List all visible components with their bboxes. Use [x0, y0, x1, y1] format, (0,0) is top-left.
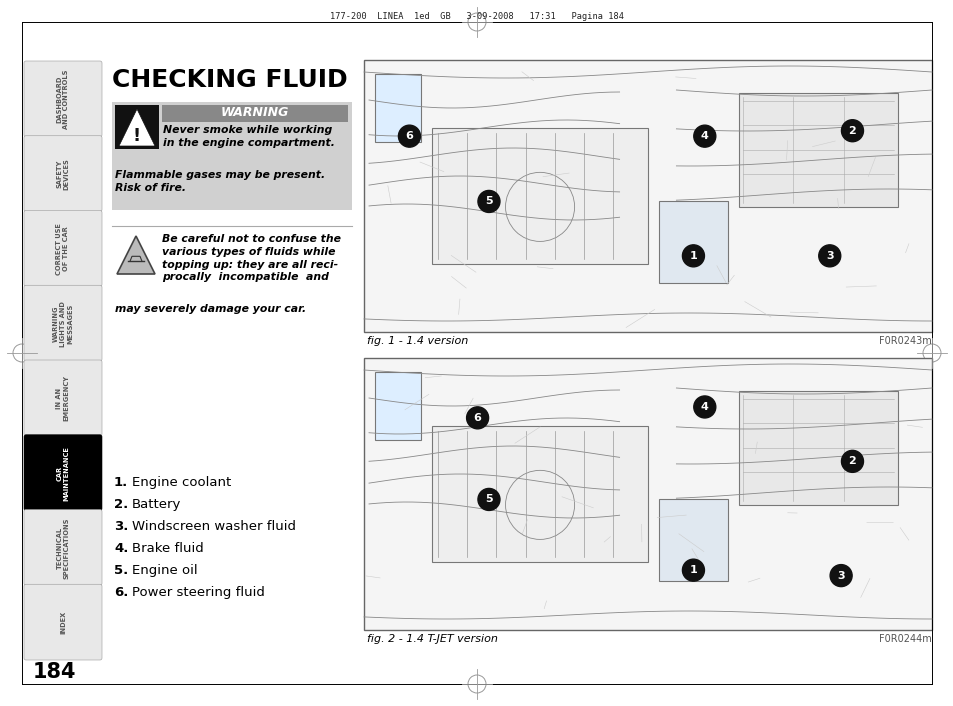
Text: 5: 5: [485, 196, 493, 206]
Circle shape: [693, 125, 715, 147]
Circle shape: [477, 191, 499, 213]
Circle shape: [841, 120, 862, 142]
Bar: [375, 73, 420, 142]
Text: may severely damage your car.: may severely damage your car.: [115, 304, 306, 314]
Text: IN AN
EMERGENCY: IN AN EMERGENCY: [56, 376, 70, 421]
FancyBboxPatch shape: [24, 285, 102, 361]
Text: 3: 3: [837, 570, 844, 580]
Bar: [375, 371, 420, 440]
Bar: [112, 102, 352, 210]
Text: !: !: [132, 127, 141, 145]
Text: 5.: 5.: [113, 564, 128, 577]
Bar: [364, 60, 931, 332]
FancyBboxPatch shape: [24, 435, 102, 510]
Text: Brake fluid: Brake fluid: [132, 542, 204, 555]
Text: 6: 6: [474, 413, 481, 423]
Circle shape: [818, 245, 840, 267]
Text: Power steering fluid: Power steering fluid: [132, 586, 265, 599]
Text: 184: 184: [32, 662, 75, 682]
Bar: [162, 105, 348, 122]
Bar: [739, 92, 897, 207]
Text: TECHNICAL
SPECIFICATIONS: TECHNICAL SPECIFICATIONS: [56, 517, 70, 578]
Text: 6.: 6.: [113, 586, 129, 599]
Text: F0R0244m: F0R0244m: [879, 634, 931, 644]
Text: 1: 1: [689, 566, 697, 575]
Text: 2: 2: [848, 456, 856, 467]
Circle shape: [466, 407, 488, 429]
Text: Engine oil: Engine oil: [132, 564, 197, 577]
Circle shape: [477, 489, 499, 510]
Text: 4: 4: [700, 131, 708, 141]
Polygon shape: [117, 236, 154, 274]
Text: 3.: 3.: [113, 520, 129, 533]
Text: fig. 1 - 1.4 version: fig. 1 - 1.4 version: [367, 336, 468, 346]
Polygon shape: [119, 109, 154, 146]
Text: 4.: 4.: [113, 542, 129, 555]
Text: Flammable gases may be present.
Risk of fire.: Flammable gases may be present. Risk of …: [115, 170, 325, 193]
FancyBboxPatch shape: [24, 510, 102, 585]
FancyBboxPatch shape: [24, 585, 102, 660]
Text: fig. 2 - 1.4 T-JET version: fig. 2 - 1.4 T-JET version: [367, 634, 497, 644]
FancyBboxPatch shape: [24, 360, 102, 436]
Bar: [364, 358, 931, 630]
Circle shape: [693, 396, 715, 418]
Circle shape: [681, 559, 703, 581]
Text: F0R0243m: F0R0243m: [879, 336, 931, 346]
Circle shape: [398, 125, 420, 147]
Circle shape: [829, 565, 851, 587]
Text: CORRECT USE
OF THE CAR: CORRECT USE OF THE CAR: [56, 223, 70, 275]
Text: Windscreen washer fluid: Windscreen washer fluid: [132, 520, 295, 533]
Text: WARNING
LIGHTS AND
MESSAGES: WARNING LIGHTS AND MESSAGES: [53, 301, 73, 347]
Text: 2.: 2.: [113, 498, 128, 511]
Bar: [659, 201, 727, 283]
Text: 177-200  LINEA  1ed  GB   3-09-2008   17:31   Pagina 184: 177-200 LINEA 1ed GB 3-09-2008 17:31 Pag…: [330, 12, 623, 21]
Text: DASHBOARD
AND CONTROLS: DASHBOARD AND CONTROLS: [56, 70, 70, 129]
Text: WARNING: WARNING: [220, 106, 289, 119]
Text: 6: 6: [405, 131, 413, 141]
Bar: [432, 426, 647, 562]
FancyBboxPatch shape: [24, 210, 102, 286]
FancyBboxPatch shape: [24, 61, 102, 137]
Text: 1.: 1.: [113, 476, 128, 489]
Text: CAR
MAINTENANCE: CAR MAINTENANCE: [56, 445, 70, 501]
Text: 4: 4: [700, 402, 708, 412]
Circle shape: [681, 245, 703, 267]
Text: 5: 5: [485, 494, 493, 505]
Bar: [659, 499, 727, 581]
Text: Never smoke while working
in the engine compartment.: Never smoke while working in the engine …: [163, 125, 335, 148]
Circle shape: [841, 450, 862, 472]
Bar: [739, 390, 897, 505]
Text: INDEX: INDEX: [60, 611, 66, 634]
FancyBboxPatch shape: [24, 136, 102, 212]
Text: CHECKING FLUID: CHECKING FLUID: [112, 68, 347, 92]
Bar: [432, 128, 647, 264]
Text: 1: 1: [689, 251, 697, 261]
Text: Engine coolant: Engine coolant: [132, 476, 231, 489]
Bar: [115, 105, 159, 149]
Text: Be careful not to confuse the
various types of fluids while
topping up: they are: Be careful not to confuse the various ty…: [162, 234, 340, 282]
Text: SAFETY
DEVICES: SAFETY DEVICES: [56, 158, 70, 190]
Text: 3: 3: [825, 251, 833, 261]
Text: 2: 2: [848, 126, 856, 136]
Text: Battery: Battery: [132, 498, 181, 511]
